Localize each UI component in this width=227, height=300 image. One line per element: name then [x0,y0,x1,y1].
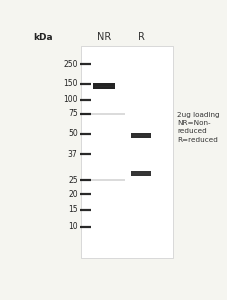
Text: 100: 100 [63,95,78,104]
Text: 75: 75 [68,109,78,118]
Bar [94,83,115,88]
Text: kDa: kDa [34,33,53,42]
Text: 250: 250 [63,60,78,69]
Text: NR: NR [97,32,111,42]
Text: 25: 25 [68,176,78,185]
Bar [81,46,173,258]
Text: 10: 10 [68,222,78,231]
Text: 150: 150 [63,79,78,88]
Text: R: R [138,32,144,42]
Text: 15: 15 [68,205,78,214]
Bar [131,133,151,138]
Bar [131,171,151,176]
Text: 20: 20 [68,190,78,199]
Text: 2ug loading
NR=Non-
reduced
R=reduced: 2ug loading NR=Non- reduced R=reduced [177,112,220,142]
Text: 37: 37 [68,150,78,159]
Text: 50: 50 [68,129,78,138]
